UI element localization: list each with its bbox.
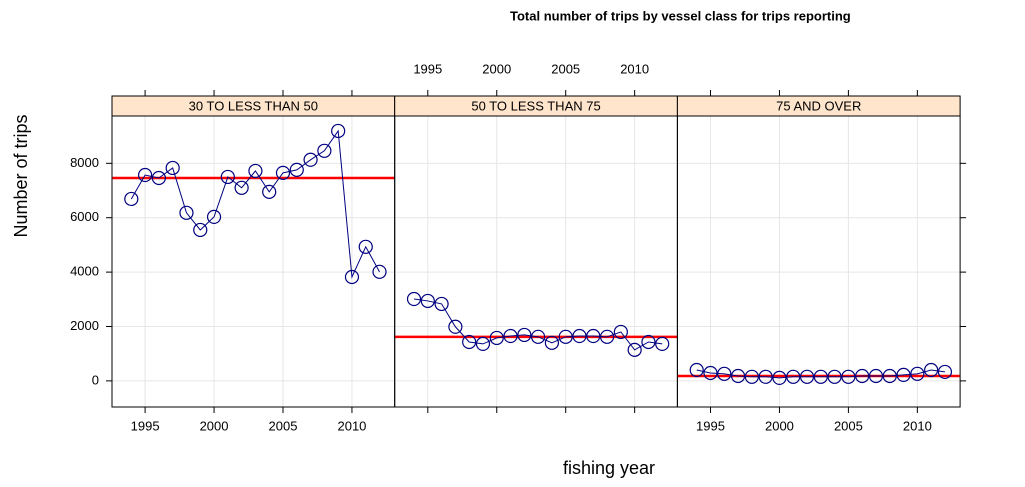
point xyxy=(137,167,153,183)
point xyxy=(206,209,222,224)
x-tick-label: 2000 xyxy=(482,61,511,76)
x-tick-label: 1995 xyxy=(413,61,442,76)
point xyxy=(799,369,815,384)
point xyxy=(655,336,670,352)
point xyxy=(924,362,939,378)
point xyxy=(744,369,759,384)
y-axis-title: Number of trips xyxy=(11,114,31,237)
point xyxy=(841,369,856,384)
y-tick-label: 4000 xyxy=(70,264,99,279)
point xyxy=(896,367,911,383)
point xyxy=(317,143,332,158)
point xyxy=(599,329,615,344)
point xyxy=(717,366,732,381)
point xyxy=(855,368,870,384)
point xyxy=(937,364,953,380)
x-tick-label: 1995 xyxy=(696,418,725,433)
point xyxy=(331,123,346,139)
point xyxy=(193,222,208,238)
point xyxy=(489,330,504,346)
point xyxy=(786,369,801,384)
point xyxy=(289,162,304,177)
x-tick-label: 2000 xyxy=(765,418,794,433)
chart-title: Total number of trips by vessel class fo… xyxy=(510,8,851,23)
series-line xyxy=(413,298,663,351)
y-tick-label: 8000 xyxy=(70,155,99,170)
point xyxy=(420,293,435,309)
point xyxy=(730,368,746,384)
point xyxy=(220,169,235,185)
point xyxy=(179,205,194,220)
y-tick-label: 6000 xyxy=(70,209,99,224)
x-tick-label: 2010 xyxy=(903,418,932,433)
point xyxy=(558,329,573,344)
point xyxy=(248,163,263,179)
point xyxy=(448,319,463,334)
point xyxy=(813,369,828,384)
point xyxy=(613,324,628,340)
x-tick-label: 2005 xyxy=(269,418,298,433)
point xyxy=(882,368,897,384)
series-line xyxy=(130,129,380,279)
point xyxy=(344,269,360,285)
point xyxy=(758,369,773,384)
point xyxy=(434,296,449,312)
x-tick-label: 2005 xyxy=(551,61,580,76)
point xyxy=(358,239,373,254)
series-line xyxy=(696,369,945,379)
point xyxy=(868,368,884,384)
point xyxy=(910,366,925,381)
point xyxy=(262,184,277,199)
point xyxy=(303,152,318,167)
point xyxy=(372,264,387,279)
point xyxy=(572,328,587,344)
point xyxy=(544,335,560,350)
point xyxy=(641,334,656,350)
point xyxy=(772,370,787,385)
point xyxy=(275,165,291,180)
point xyxy=(503,328,518,344)
point xyxy=(124,191,139,207)
point xyxy=(627,342,642,357)
x-tick-label: 1995 xyxy=(131,418,160,433)
point xyxy=(703,365,718,381)
point xyxy=(406,291,422,307)
point xyxy=(462,334,477,350)
x-tick-label: 2010 xyxy=(337,418,366,433)
point xyxy=(689,362,704,378)
x-tick-label: 2010 xyxy=(620,61,649,76)
strip-label: 50 TO LESS THAN 75 xyxy=(471,98,600,113)
x-axis-title: fishing year xyxy=(563,458,655,478)
x-tick-label: 2005 xyxy=(834,418,863,433)
strip-label: 30 TO LESS THAN 50 xyxy=(189,98,318,113)
point xyxy=(531,329,546,344)
y-tick-label: 0 xyxy=(92,372,99,387)
point xyxy=(234,180,249,195)
strip xyxy=(676,95,961,117)
point xyxy=(586,328,601,344)
y-tick-label: 2000 xyxy=(70,318,99,333)
strip-label: 75 AND OVER xyxy=(776,98,861,113)
point xyxy=(517,327,532,343)
point xyxy=(827,369,842,384)
x-tick-label: 2000 xyxy=(200,418,229,433)
point xyxy=(165,160,180,176)
point xyxy=(475,336,491,352)
point xyxy=(151,170,166,186)
